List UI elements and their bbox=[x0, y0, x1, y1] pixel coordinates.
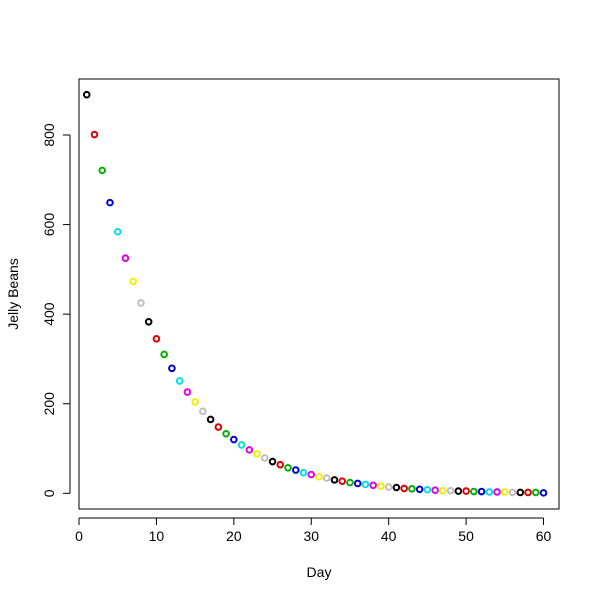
y-tick-label: 800 bbox=[41, 123, 57, 147]
data-point bbox=[400, 484, 408, 493]
data-point bbox=[175, 377, 184, 385]
data-point bbox=[346, 478, 354, 487]
data-point bbox=[539, 489, 548, 497]
y-tick-label: 400 bbox=[41, 302, 57, 326]
data-point bbox=[384, 483, 393, 491]
x-axis: 0 10 20 30 40 50 60 bbox=[75, 517, 552, 544]
data-point bbox=[361, 480, 370, 489]
y-tick-label: 200 bbox=[41, 392, 57, 416]
data-point bbox=[276, 460, 285, 469]
data-point bbox=[508, 488, 517, 497]
data-point bbox=[408, 485, 416, 493]
data-point bbox=[493, 488, 501, 496]
data-point bbox=[531, 488, 540, 497]
data-point bbox=[113, 227, 122, 236]
data-point bbox=[237, 441, 246, 449]
x-axis-title: Day bbox=[307, 564, 332, 580]
data-point bbox=[206, 415, 215, 424]
data-point bbox=[160, 350, 168, 359]
data-point bbox=[392, 483, 401, 492]
y-axis: 0 200 400 600 800 bbox=[41, 123, 71, 497]
data-point bbox=[82, 90, 91, 99]
plot-frame bbox=[78, 78, 560, 510]
data-points bbox=[82, 90, 548, 497]
data-point bbox=[446, 486, 455, 495]
x-tick-label: 20 bbox=[226, 528, 242, 544]
data-point bbox=[183, 388, 192, 396]
data-point bbox=[338, 477, 347, 486]
data-point bbox=[144, 317, 153, 326]
data-point bbox=[268, 457, 277, 466]
data-point bbox=[152, 334, 161, 343]
data-point bbox=[477, 487, 486, 496]
data-point bbox=[291, 466, 300, 474]
data-point bbox=[315, 472, 323, 481]
data-point bbox=[222, 429, 230, 438]
data-point bbox=[137, 299, 145, 307]
x-tick-label: 30 bbox=[303, 528, 319, 544]
data-point bbox=[253, 450, 261, 458]
data-point bbox=[121, 254, 130, 262]
data-point bbox=[462, 487, 470, 495]
data-point bbox=[299, 468, 308, 477]
data-point bbox=[322, 474, 331, 482]
data-point bbox=[284, 463, 292, 472]
data-point bbox=[423, 485, 432, 494]
x-tick-label: 50 bbox=[458, 528, 474, 544]
data-point bbox=[191, 398, 199, 406]
y-axis-title: Jelly Beans bbox=[5, 258, 21, 330]
data-point bbox=[415, 485, 424, 494]
data-point bbox=[214, 423, 223, 431]
data-point bbox=[90, 130, 99, 139]
data-point bbox=[377, 482, 385, 490]
data-point bbox=[369, 481, 377, 490]
data-point bbox=[431, 486, 439, 494]
data-point bbox=[454, 487, 463, 495]
data-point bbox=[330, 476, 339, 484]
x-tick-label: 40 bbox=[381, 528, 397, 544]
x-tick-label: 0 bbox=[75, 528, 83, 544]
data-point bbox=[129, 277, 137, 286]
data-point bbox=[106, 198, 114, 207]
data-point bbox=[230, 435, 238, 444]
data-point bbox=[524, 488, 532, 497]
x-tick-label: 60 bbox=[536, 528, 552, 544]
data-point bbox=[470, 487, 478, 496]
data-point bbox=[439, 486, 447, 495]
data-point bbox=[199, 407, 207, 416]
y-tick-label: 600 bbox=[41, 213, 57, 237]
y-tick-label: 0 bbox=[41, 489, 57, 497]
data-point bbox=[168, 364, 176, 373]
data-point bbox=[353, 479, 362, 488]
data-point bbox=[307, 470, 316, 479]
data-point bbox=[98, 166, 107, 175]
data-point bbox=[261, 454, 269, 462]
x-tick-label: 10 bbox=[149, 528, 165, 544]
data-point bbox=[501, 488, 509, 496]
data-point bbox=[245, 446, 254, 454]
data-point bbox=[485, 488, 494, 496]
data-point bbox=[516, 488, 525, 497]
